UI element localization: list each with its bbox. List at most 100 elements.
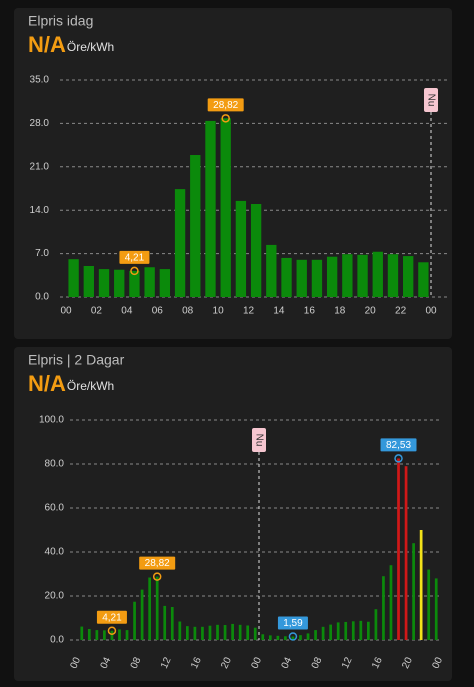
- y-tick-label: 0.0: [50, 635, 64, 646]
- x-tick-label: 00: [430, 655, 445, 670]
- value-marker: [107, 626, 117, 635]
- bar: [357, 254, 368, 297]
- card: [14, 8, 452, 339]
- bar: [253, 627, 257, 640]
- bar: [281, 257, 292, 297]
- card-title: Elpris | 2 Dagar: [28, 352, 125, 368]
- bar: [216, 624, 219, 640]
- bar: [306, 633, 310, 640]
- now-label: Nu: [425, 94, 436, 107]
- bar: [133, 601, 136, 640]
- bar: [231, 623, 234, 640]
- value-label: 28,82: [145, 558, 170, 569]
- bar: [372, 251, 383, 297]
- bar: [170, 607, 174, 640]
- bar: [291, 636, 295, 640]
- state-value: N/A: [28, 32, 66, 57]
- value-label: 28,82: [213, 100, 238, 111]
- bar: [185, 626, 189, 640]
- x-tick-label: 00: [68, 655, 83, 670]
- y-tick-label: 20.0: [45, 591, 65, 602]
- x-tick-label: 16: [370, 655, 385, 670]
- value-marker: [152, 572, 162, 581]
- value-marker: [130, 266, 139, 276]
- bar: [98, 269, 110, 297]
- card-title: Elpris idag: [28, 13, 93, 29]
- x-tick-label: 18: [334, 306, 346, 317]
- x-tick-label: 02: [91, 306, 103, 317]
- bar: [261, 634, 265, 640]
- now-badge: [424, 88, 438, 112]
- y-tick-label: 7.0: [35, 248, 49, 259]
- bar: [374, 609, 378, 640]
- value-label: 4,21: [125, 253, 145, 264]
- bar: [268, 635, 272, 640]
- y-tick-label: 80.0: [45, 459, 65, 470]
- bar: [114, 269, 125, 297]
- x-tick-label: 00: [60, 306, 72, 317]
- value-label-box: [96, 610, 127, 624]
- bar: [296, 259, 307, 297]
- value-marker: [288, 632, 298, 641]
- bar: [83, 266, 94, 297]
- bar: [299, 635, 302, 640]
- bar: [403, 256, 414, 297]
- bar: [412, 543, 415, 640]
- value-label-box: [277, 616, 308, 630]
- x-tick-label: 20: [365, 306, 377, 317]
- state-unit: Öre/kWh: [67, 379, 114, 393]
- bar: [366, 621, 370, 640]
- bar: [110, 630, 114, 640]
- bar: [418, 262, 429, 297]
- bar: [344, 621, 348, 640]
- bar: [68, 259, 79, 297]
- bar: [311, 259, 323, 297]
- bar: [351, 621, 355, 640]
- bar: [140, 589, 144, 640]
- x-tick-label: 08: [310, 655, 325, 670]
- bar: [174, 189, 186, 297]
- bar: [193, 626, 197, 640]
- value-label: 82,53: [386, 440, 411, 451]
- bar: [326, 256, 338, 297]
- x-tick-label: 20: [219, 655, 234, 670]
- x-tick-label: 16: [189, 655, 204, 670]
- bar: [419, 530, 423, 640]
- state-unit: Öre/kWh: [67, 40, 114, 54]
- bar: [208, 625, 212, 640]
- bar: [148, 577, 152, 640]
- card: [14, 347, 452, 681]
- value-marker: [394, 454, 403, 463]
- bar: [163, 605, 167, 640]
- bar: [336, 622, 340, 640]
- value-marker: [221, 114, 230, 123]
- x-tick-label: 12: [340, 655, 355, 670]
- now-label: Nu: [253, 434, 264, 447]
- bar: [220, 118, 231, 297]
- bar: [359, 620, 363, 640]
- x-tick-label: 04: [99, 655, 114, 670]
- y-tick-label: 21.0: [30, 161, 50, 172]
- value-label-box: [380, 438, 417, 452]
- bar: [427, 569, 431, 640]
- bar: [125, 630, 129, 640]
- y-tick-label: 60.0: [45, 503, 65, 514]
- value-label: 1,59: [283, 618, 303, 629]
- y-tick-label: 35.0: [30, 75, 50, 86]
- bar: [80, 626, 84, 640]
- bar: [266, 244, 277, 297]
- bar: [103, 630, 106, 640]
- bar: [201, 626, 204, 640]
- y-tick-label: 40.0: [45, 547, 65, 558]
- bar: [284, 636, 287, 640]
- bar: [235, 200, 247, 297]
- x-tick-label: 04: [280, 655, 295, 670]
- bar: [250, 204, 262, 297]
- bar: [276, 635, 280, 640]
- bar: [238, 624, 242, 640]
- bar: [87, 629, 91, 640]
- value-label-box: [119, 250, 150, 264]
- x-tick-label: 08: [129, 655, 144, 670]
